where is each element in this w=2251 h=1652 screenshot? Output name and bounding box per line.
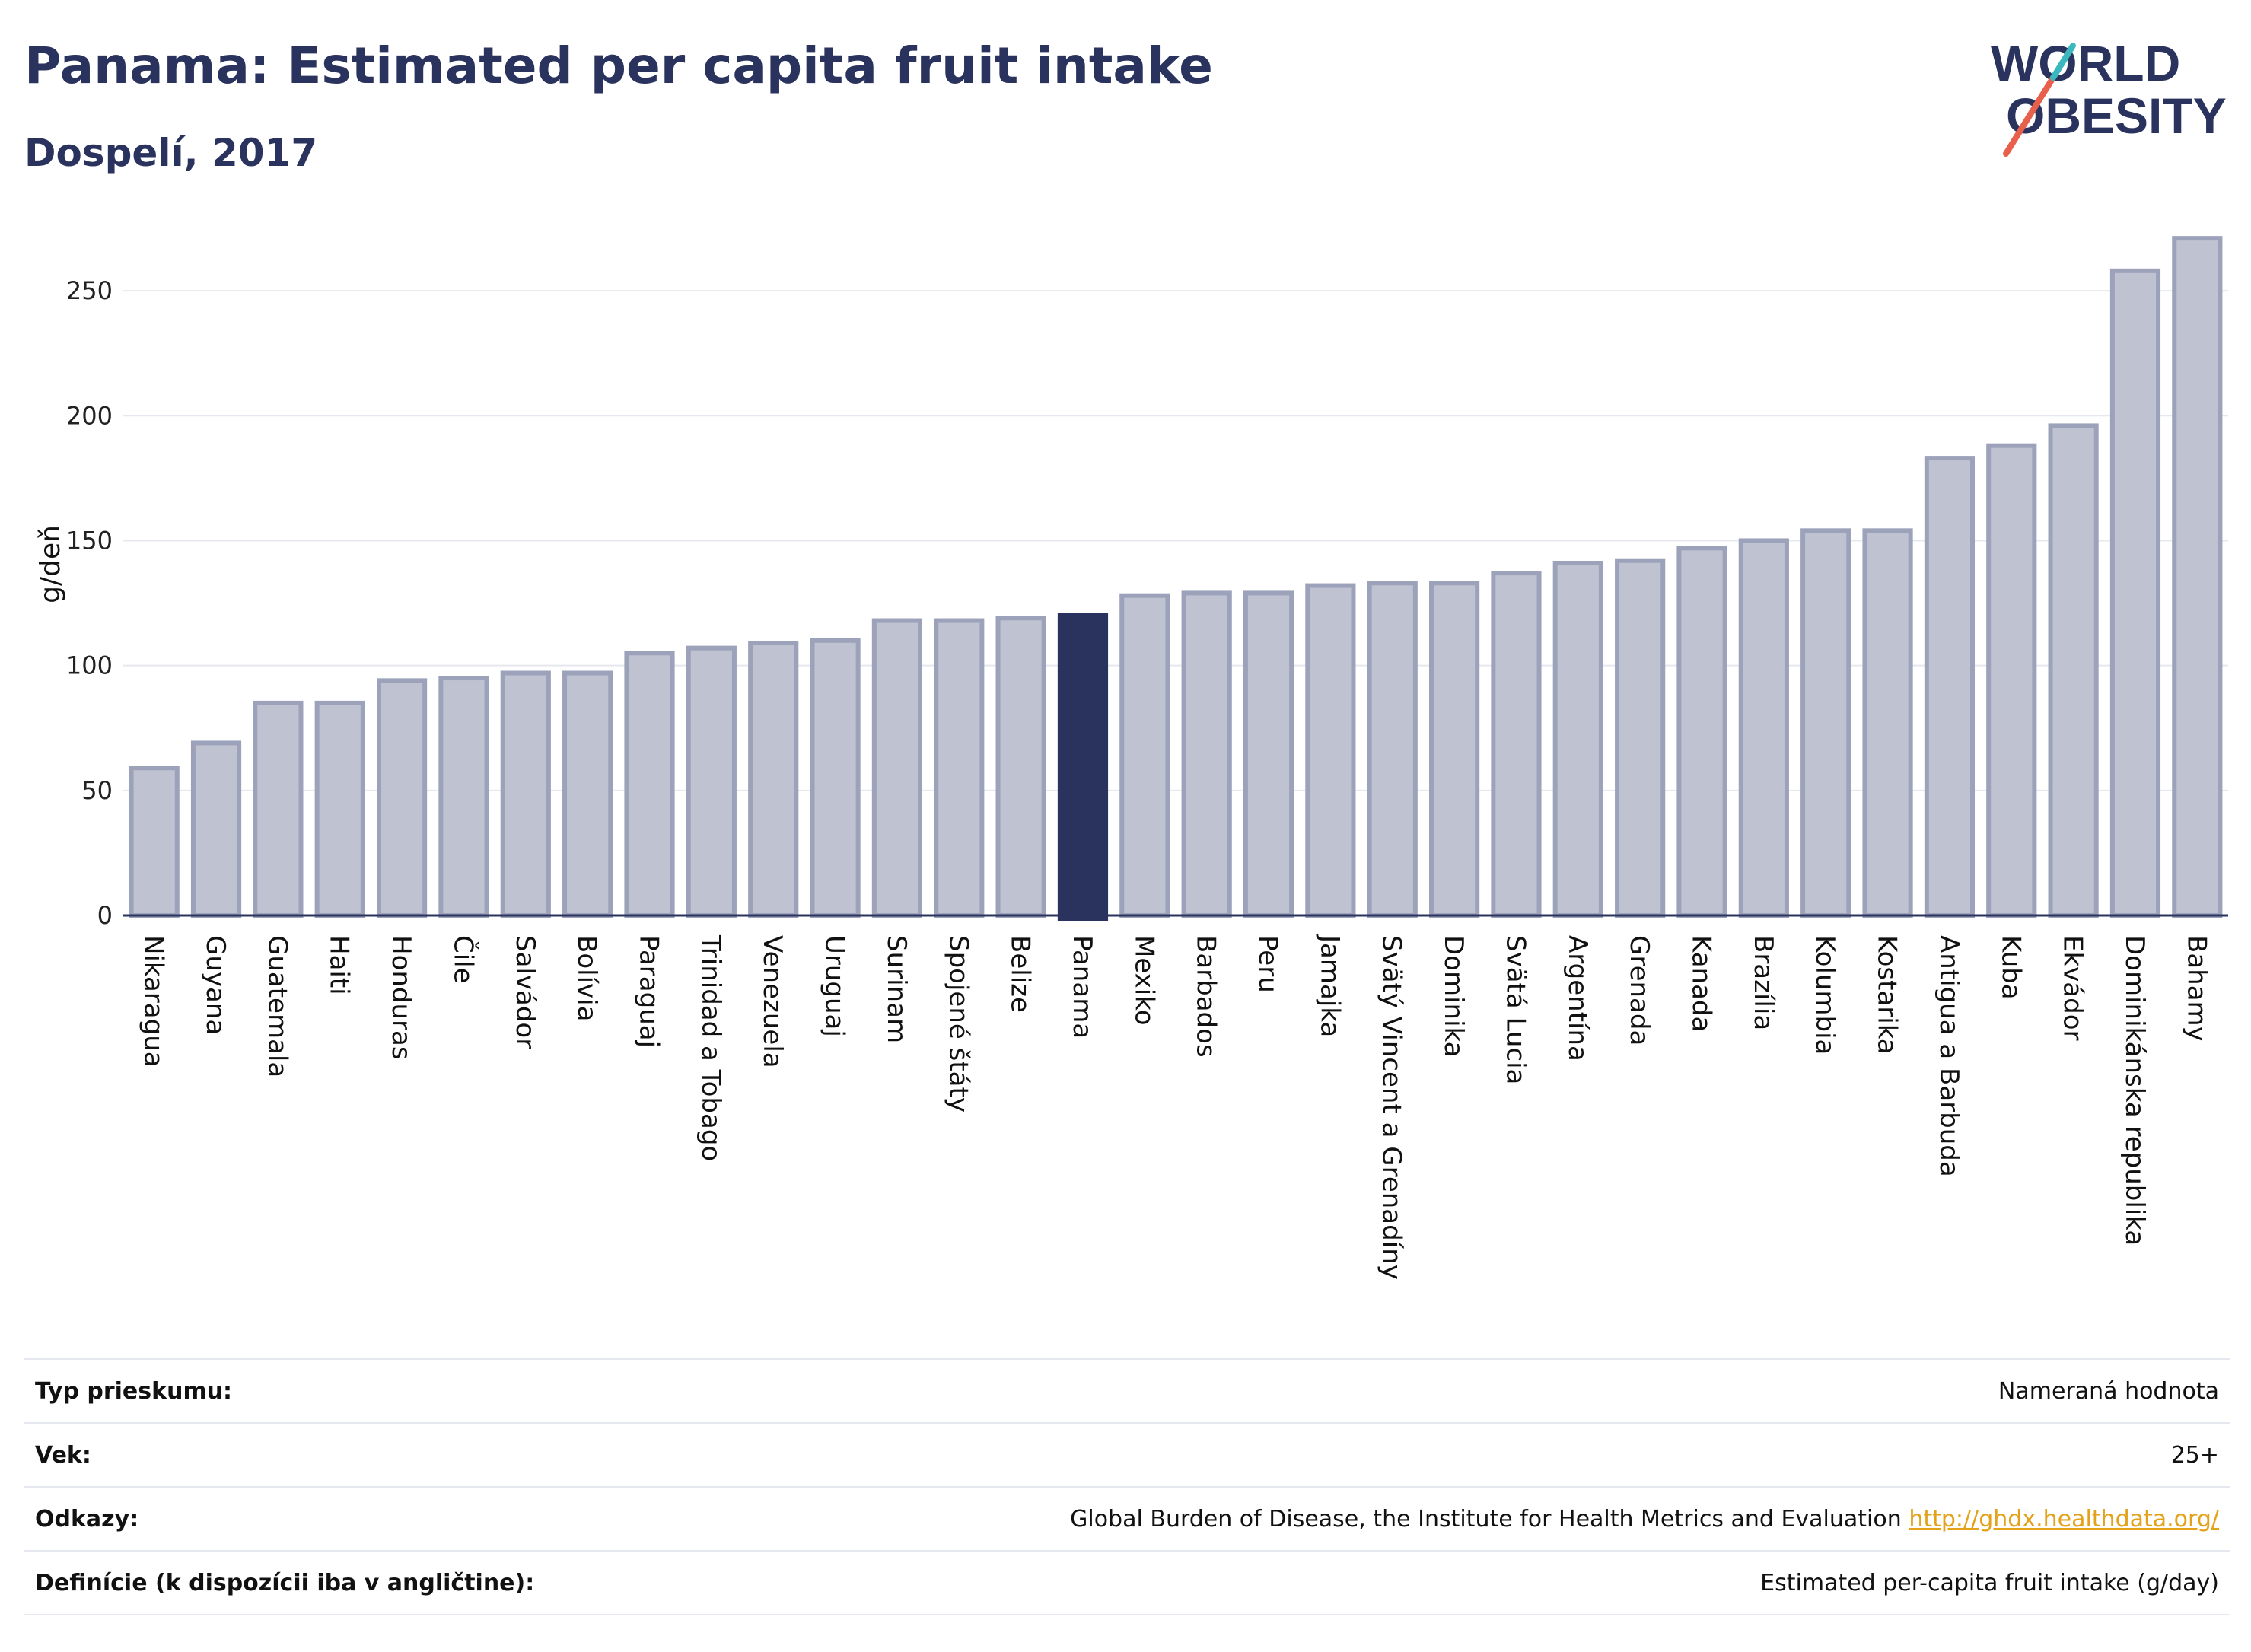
bar	[2172, 236, 2223, 918]
x-tick-label: Bolívia	[572, 935, 602, 1021]
info-table: Typ prieskumu: Nameraná hodnota Vek: 25+…	[24, 1358, 2230, 1615]
bar	[624, 651, 675, 918]
chart-title: Panama: Estimated per capita fruit intak…	[24, 37, 1213, 95]
x-tick-label: Spojené štáty	[943, 935, 973, 1112]
x-tick-label: Haiti	[324, 935, 355, 995]
y-tick-label: 100	[66, 651, 113, 680]
x-tick-label: Salvádor	[510, 935, 540, 1049]
x-tick-label: Grenada	[1624, 935, 1654, 1046]
bar	[1305, 583, 1356, 918]
bar	[1367, 581, 1418, 918]
info-row: Typ prieskumu: Nameraná hodnota	[24, 1358, 2230, 1423]
info-value: Estimated per-capita fruit intake (g/day…	[703, 1550, 2230, 1615]
bar-chart: 0 50 100 150 200 250 g/deň Nikaragua Guyana Guate…	[35, 236, 2228, 1280]
info-label: Definície (k dispozícii iba v angličtine…	[24, 1550, 704, 1615]
info-row: Definície (k dispozícii iba v angličtine…	[24, 1550, 2230, 1615]
bar	[995, 616, 1046, 918]
y-tick-label: 0	[97, 901, 113, 930]
world-obesity-logo: WORLD OBESITY	[1991, 35, 2227, 157]
info-row: Odkazy: Global Burden of Disease, the In…	[24, 1486, 2230, 1551]
bar	[1491, 571, 1542, 918]
x-tick-label: Peru	[1253, 935, 1283, 993]
info-label: Odkazy:	[24, 1486, 704, 1551]
x-tick-label: Honduras	[386, 935, 416, 1060]
info-value: 25+	[703, 1422, 2230, 1487]
bar	[562, 670, 613, 918]
x-tick-label: Trinidad a Tobago	[696, 934, 726, 1161]
bar	[1800, 528, 1851, 918]
x-tick-label: Svätá Lucia	[1500, 935, 1530, 1084]
y-tick-label: 50	[81, 776, 113, 805]
x-tick-label: Kuba	[1995, 935, 2026, 1000]
source-link[interactable]: http://ghdx.healthdata.org/	[1909, 1505, 2219, 1533]
bar	[129, 766, 180, 918]
bar	[253, 700, 304, 918]
bar	[1986, 443, 2037, 918]
x-tick-label: Guatemala	[262, 935, 292, 1077]
info-value: Nameraná hodnota	[703, 1358, 2230, 1423]
bar	[871, 618, 923, 918]
x-tick-label: Čile	[447, 935, 479, 984]
x-tick-label: Argentína	[1562, 935, 1593, 1062]
bar	[190, 740, 242, 918]
info-row: Vek: 25+	[24, 1422, 2230, 1487]
logo-line1: WORLD	[1991, 35, 2180, 91]
x-tick-label: Ekvádor	[2058, 935, 2088, 1041]
y-tick-label: 150	[66, 526, 113, 555]
info-value-with-link: Global Burden of Disease, the Institute …	[703, 1486, 2230, 1551]
bar	[934, 618, 985, 918]
bar	[1615, 558, 1666, 918]
y-tick-label: 250	[66, 276, 113, 305]
bar	[1738, 538, 1789, 918]
x-tick-label: Paraguaj	[634, 935, 664, 1048]
y-axis-label: g/deň	[35, 525, 66, 603]
bar	[1924, 456, 1976, 918]
x-tick-label: Venezuela	[757, 935, 788, 1068]
bar	[810, 638, 861, 918]
x-tick-label: Kostarika	[1872, 935, 1902, 1055]
bar-highlighted	[1057, 613, 1109, 921]
bar	[314, 700, 365, 918]
bar	[1862, 528, 1913, 918]
x-tick-label: Barbados	[1191, 935, 1221, 1058]
x-tick-label: Uruguaj	[820, 935, 850, 1037]
x-tick-label: Nikaragua	[138, 935, 169, 1068]
x-tick-label: Guyana	[200, 935, 231, 1035]
y-tick-label: 200	[66, 401, 113, 430]
bar	[1243, 590, 1294, 918]
references-text: Global Burden of Disease, the Institute …	[1070, 1505, 1902, 1533]
x-tick-label: Brazília	[1748, 935, 1778, 1030]
bar	[686, 645, 737, 918]
x-tick-label: Surinam	[881, 935, 912, 1043]
chart-subtitle: Dospelí, 2017	[24, 131, 318, 175]
bar	[1428, 581, 1480, 918]
bar	[1119, 593, 1170, 918]
x-tick-label: Belize	[1005, 935, 1036, 1013]
x-tick-label: Antigua a Barbuda	[1934, 935, 1964, 1177]
info-label: Typ prieskumu:	[24, 1358, 704, 1423]
bar	[748, 641, 799, 918]
x-tick-label: Panama	[1067, 935, 1097, 1039]
bar	[1181, 590, 1232, 918]
bar	[2109, 268, 2161, 918]
bar	[376, 678, 428, 918]
x-tick-label: Kanada	[1686, 935, 1717, 1032]
x-tick-label: Svätý Vincent a Grenadíny	[1377, 935, 1407, 1280]
x-tick-label: Dominika	[1438, 935, 1469, 1057]
bar	[438, 676, 489, 918]
bar	[500, 670, 551, 918]
bar	[1676, 546, 1727, 918]
x-tick-label: Kolumbia	[1810, 935, 1840, 1055]
logo-slash-teal	[2050, 43, 2076, 81]
x-tick-label: Jamajka	[1314, 934, 1345, 1037]
bar	[1552, 561, 1603, 918]
x-tick-label: Mexiko	[1129, 935, 1159, 1026]
x-tick-label: Dominikánska republika	[2119, 935, 2150, 1246]
info-label: Vek:	[24, 1422, 704, 1487]
bar	[2048, 423, 2099, 918]
x-tick-label: Bahamy	[2181, 935, 2211, 1042]
logo-slash-red	[2003, 75, 2056, 157]
